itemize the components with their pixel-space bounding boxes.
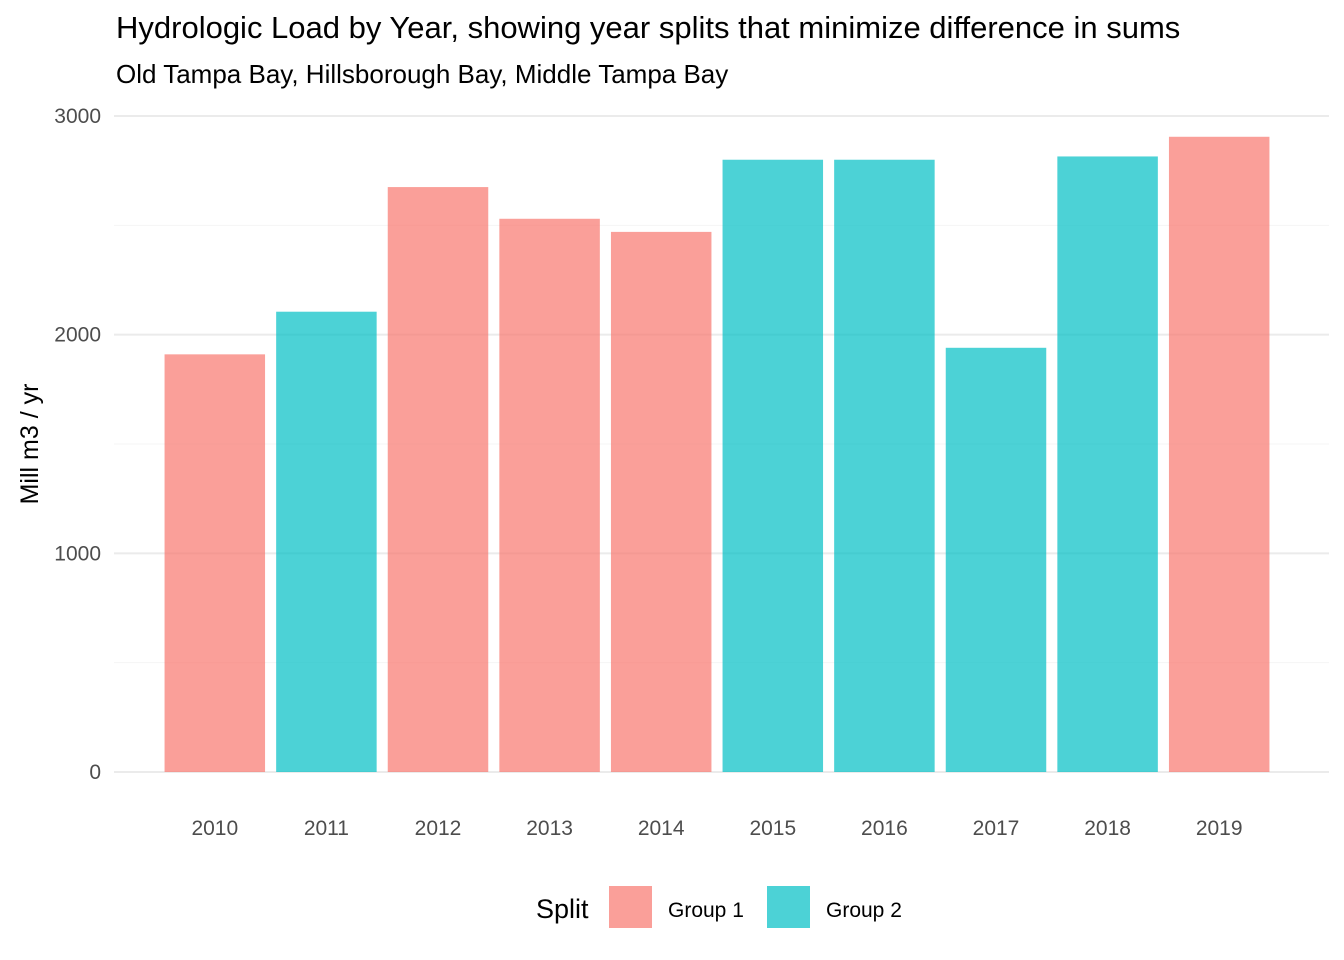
x-tick-label: 2011 (304, 817, 349, 840)
bar-2016 (834, 159, 935, 772)
bar-2019 (1168, 136, 1270, 773)
legend-label-1: Group 1 (668, 899, 744, 922)
x-tick-label: 2016 (861, 817, 908, 840)
y-axis-label: Mill m3 / yr (16, 384, 44, 505)
legend-swatch-1 (609, 886, 652, 928)
bar-2014 (610, 231, 712, 773)
y-tick-label: 2000 (54, 324, 101, 347)
bar-2012 (387, 187, 489, 773)
chart-title: Hydrologic Load by Year, showing year sp… (116, 10, 1181, 45)
bar-2018 (1057, 156, 1158, 772)
bars (164, 136, 1270, 773)
x-tick-label: 2015 (749, 817, 796, 840)
bar-2010 (164, 354, 266, 772)
x-tick-label: 2018 (1084, 817, 1131, 840)
x-tick-label: 2013 (526, 817, 573, 840)
legend-swatch-2 (767, 886, 810, 928)
x-tick-label: 2014 (638, 817, 685, 840)
y-tick-label: 1000 (54, 542, 101, 565)
y-tick-label: 0 (89, 761, 101, 784)
bar-2011 (276, 311, 377, 772)
y-tick-label: 3000 (54, 105, 101, 128)
x-tick-label: 2010 (191, 817, 238, 840)
x-tick-label: 2017 (973, 817, 1020, 840)
y-axis-ticks: 0 1000 2000 3000 (54, 105, 101, 784)
x-axis-ticks: 2010 2011 2012 2013 2014 2015 2016 2017 2018 2019 (191, 817, 1242, 840)
legend-label-2: Group 2 (826, 899, 902, 922)
x-tick-label: 2012 (415, 817, 462, 840)
bar-2013 (499, 218, 600, 773)
x-tick-label: 2019 (1196, 817, 1243, 840)
bar-2017 (945, 347, 1047, 772)
chart-subtitle: Old Tampa Bay, Hillsborough Bay, Middle … (116, 59, 729, 89)
bar-2015 (722, 159, 824, 772)
legend: Split Group 1 Group 2 (536, 886, 902, 928)
legend-title: Split (536, 894, 589, 924)
